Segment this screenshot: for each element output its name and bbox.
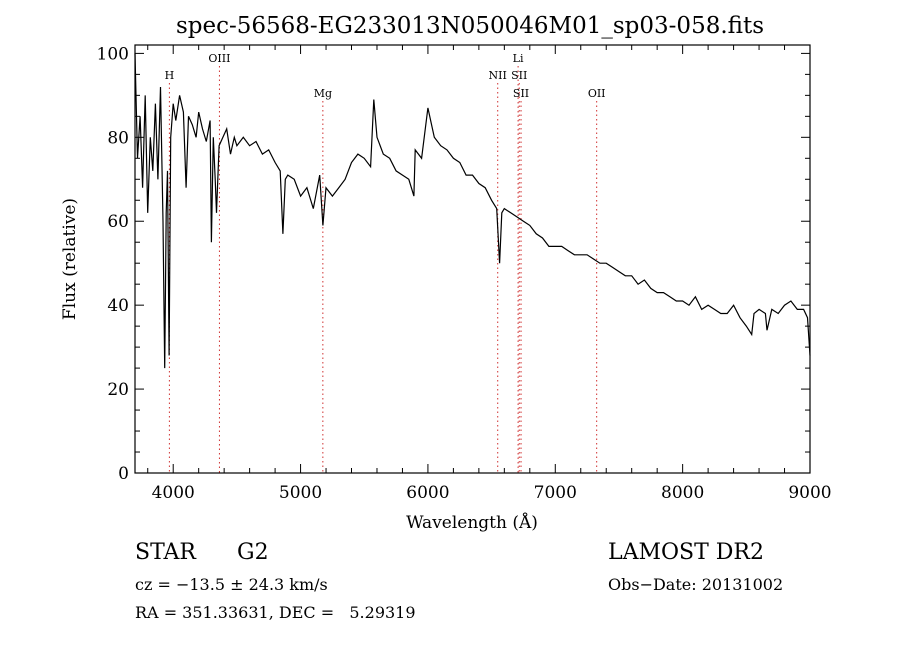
- spectral-line-label: H: [165, 69, 175, 82]
- spectral-line-label: SII: [513, 87, 529, 100]
- object-type: STAR: [135, 540, 196, 565]
- spectral-line-label: Li: [513, 52, 524, 65]
- y-tick-label: 60: [107, 212, 129, 232]
- y-axis-label: Flux (relative): [60, 198, 80, 320]
- x-tick-label: 6000: [406, 483, 449, 503]
- x-tick-label: 7000: [534, 483, 577, 503]
- object-subclass: G2: [237, 540, 269, 565]
- y-tick-label: 0: [118, 464, 129, 484]
- y-tick-label: 100: [97, 44, 129, 64]
- spectral-line-label: OIII: [208, 52, 230, 65]
- survey-label: LAMOST DR2: [608, 540, 764, 565]
- x-tick-label: 5000: [279, 483, 322, 503]
- x-tick-label: 8000: [661, 483, 704, 503]
- x-tick-label: 9000: [788, 483, 831, 503]
- obs-date-text: Obs−Date: 20131002: [608, 575, 784, 594]
- spectrum-line: [134, 53, 811, 369]
- spectral-line-label: SII: [511, 69, 527, 82]
- x-tick-label: 4000: [152, 483, 195, 503]
- x-axis-label: Wavelength (Å): [406, 512, 538, 533]
- spectral-line-label: NII: [489, 69, 507, 82]
- coordinates-text: RA = 351.33631, DEC = 5.29319: [135, 603, 416, 622]
- redshift-text: cz = −13.5 ± 24.3 km/s: [135, 575, 328, 594]
- spectral-line-label: Mg: [314, 87, 332, 100]
- y-tick-label: 40: [107, 296, 129, 316]
- y-tick-label: 20: [107, 380, 129, 400]
- spectral-line-label: OII: [588, 87, 606, 100]
- y-tick-label: 80: [107, 128, 129, 148]
- plot-frame: [134, 44, 811, 474]
- chart-title: spec-56568-EG233013N050046M01_sp03-058.f…: [176, 13, 764, 39]
